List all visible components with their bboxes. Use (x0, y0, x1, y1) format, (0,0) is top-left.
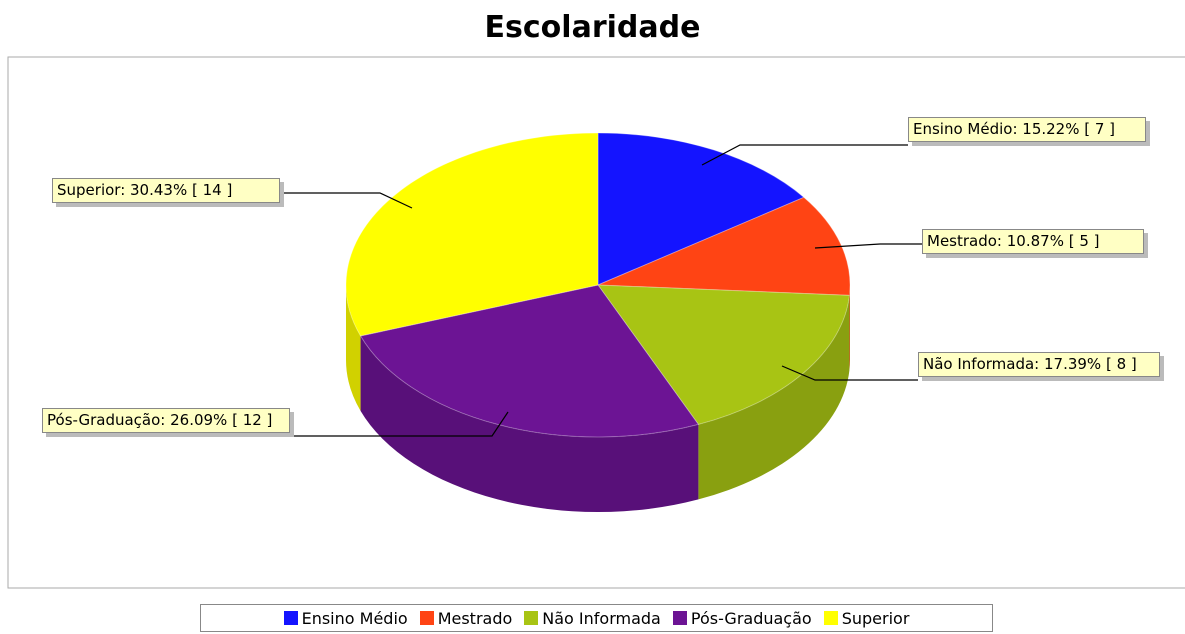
slice-side (849, 285, 850, 371)
slice (596, 284, 850, 425)
slice-label: Mestrado: 10.87% [ 5 ] (922, 229, 1144, 254)
legend-swatch (823, 611, 838, 625)
slice (597, 132, 805, 286)
legend-item: Pós-Graduação (672, 608, 812, 628)
legend-swatch (283, 611, 298, 625)
slice (345, 132, 599, 337)
legend-item: Não Informada (524, 609, 661, 628)
slice (597, 196, 851, 296)
legend: Ensino Médio Mestrado Não Informada Pós-Gra… (200, 604, 993, 632)
slice-side (360, 335, 699, 512)
legend-swatch (419, 611, 434, 625)
slice-label: Ensino Médio: 15.22% [ 7 ] (908, 117, 1146, 142)
leader-line (701, 144, 908, 166)
legend-label: Pós-Graduação (690, 608, 812, 628)
slice (359, 284, 700, 438)
legend-label: Ensino Médio (301, 608, 408, 628)
leader-line (280, 192, 413, 209)
legend-swatch (524, 611, 539, 625)
slice-side (346, 285, 361, 411)
legend-item: Mestrado (419, 608, 513, 628)
legend-label: Superior (841, 608, 910, 628)
legend-label: Mestrado (437, 608, 513, 628)
leader-line (781, 365, 918, 381)
slice-label: Pós-Graduação: 26.09% [ 12 ] (42, 408, 290, 433)
legend-swatch (672, 611, 687, 625)
slice-label: Não Informada: 17.39% [ 8 ] (918, 352, 1160, 377)
legend-item: Superior (823, 608, 910, 628)
slice-side (698, 295, 850, 500)
legend-label: Não Informada (542, 608, 661, 628)
legend-item: Ensino Médio (283, 608, 408, 628)
slice-label: Superior: 30.43% [ 14 ] (52, 178, 280, 203)
leader-line (814, 243, 922, 249)
leader-line (290, 411, 509, 437)
chart-title: Escolaridade (484, 10, 701, 45)
